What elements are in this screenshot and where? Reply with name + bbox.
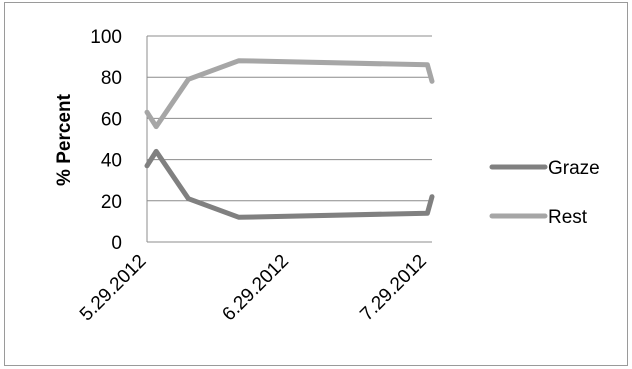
series-line-rest	[144, 58, 435, 130]
y-tick-label: 40	[101, 151, 122, 172]
y-tick-label: 80	[101, 68, 122, 89]
y-tick-label: 100	[90, 27, 122, 48]
y-tick-label: 60	[101, 109, 122, 130]
legend-label-rest: Rest	[548, 207, 588, 228]
x-tick-label: 7.29.2012	[356, 251, 431, 326]
series-line-graze	[144, 148, 435, 220]
x-tick-label: 5.29.2012	[76, 251, 151, 326]
x-tick-labels: 5.29.2012 6.29.2012 7.29.2012	[76, 251, 431, 326]
legend: Graze Rest	[489, 158, 600, 228]
y-tick-labels: 0 20 40 60 80 100	[90, 27, 122, 254]
series-lines	[144, 58, 435, 220]
legend-label-graze: Graze	[548, 158, 600, 179]
y-tick-label: 0	[111, 233, 122, 254]
grid-lines	[146, 35, 432, 243]
x-tick-label: 6.29.2012	[218, 251, 293, 326]
y-axis-label: % Percent	[54, 93, 75, 186]
y-tick-label: 20	[101, 192, 122, 213]
